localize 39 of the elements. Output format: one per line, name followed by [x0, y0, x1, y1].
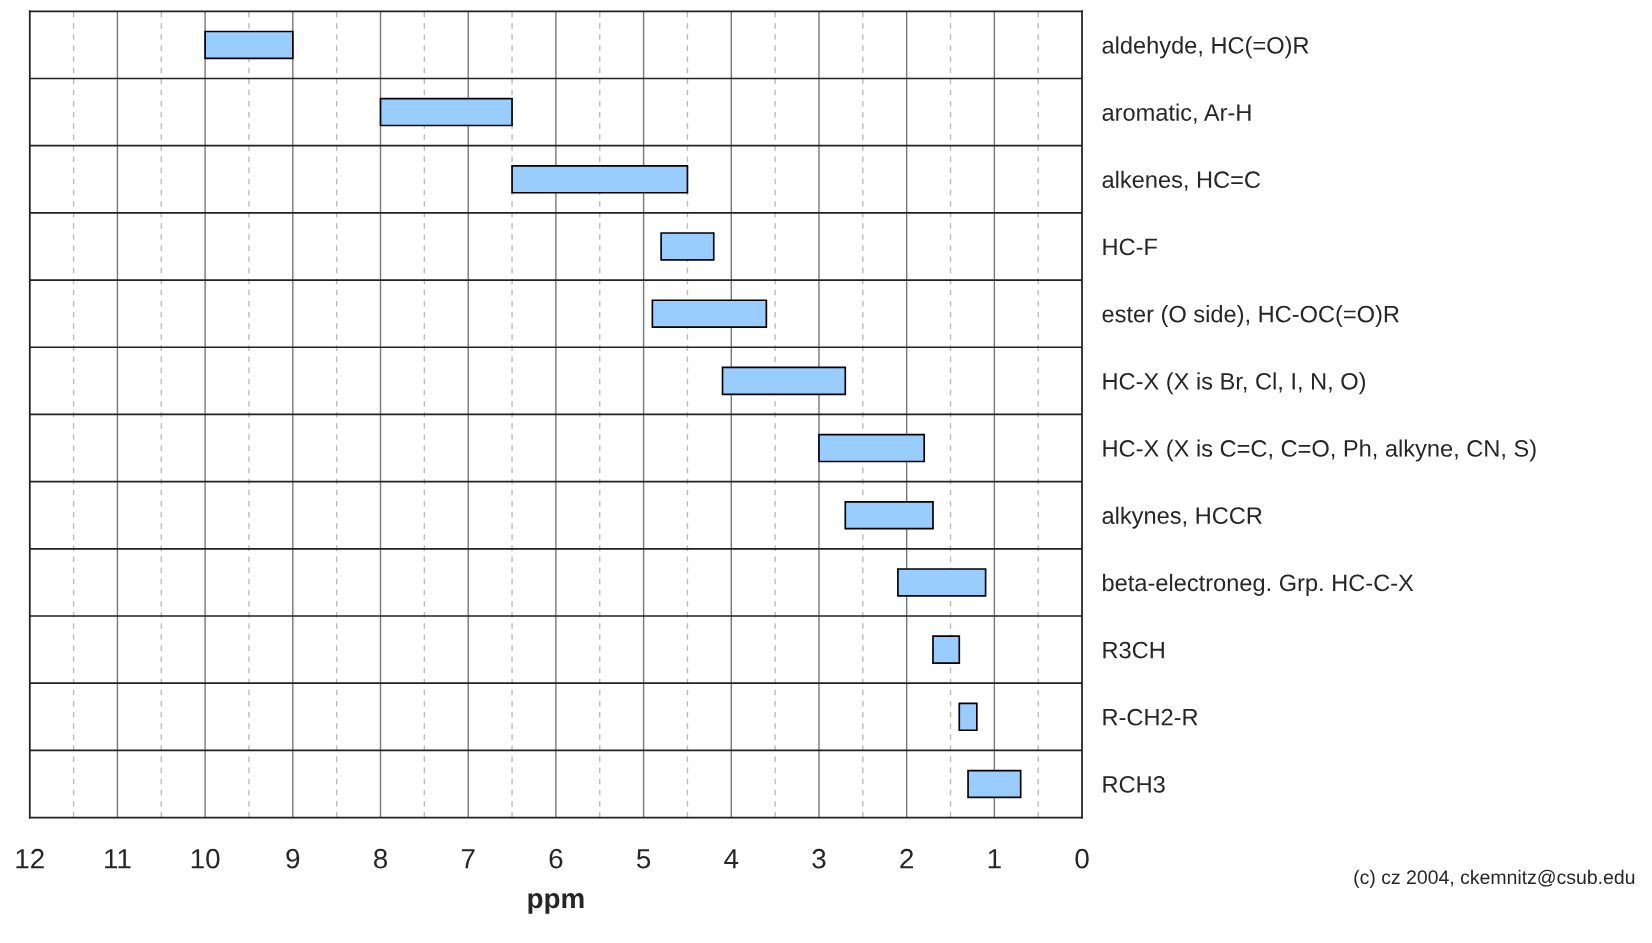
x-tick-label: 12	[16, 848, 44, 869]
y-tick-label: RCH3	[1103, 776, 1165, 793]
x-tick-label: 4	[724, 849, 739, 869]
x-tick-label: 0	[1075, 848, 1089, 869]
y-tick-label: HC-X (X is Br, Cl, I, N, O)	[1103, 372, 1366, 395]
x-tick-label: 7	[461, 849, 475, 869]
y-tick-label: alkenes, HC=C	[1102, 170, 1261, 191]
x-tick-label: 9	[286, 848, 300, 869]
bar	[651, 299, 768, 328]
y-tick-label: aromatic, Ar-H	[1102, 103, 1251, 124]
x-tick-label: 1	[988, 849, 1001, 869]
bar	[844, 500, 934, 530]
y-tick-label: beta-electroneg. Grp. HC-C-X	[1103, 573, 1414, 596]
text: (c) cz 2004, ckemnitz@csub.edu	[1354, 869, 1635, 888]
y-tick-label: R3CH	[1103, 641, 1164, 659]
bar	[818, 433, 926, 463]
y-tick-label: HC-X (X is C=C, C=O, Ph, alkyne, CN, S)	[1103, 439, 1536, 462]
x-tick-label: 11	[105, 849, 131, 869]
x-tick-label: 5	[636, 849, 651, 869]
x-tick-label: 3	[812, 848, 826, 869]
y-tick-label: ester (O side), HC-OC(=O)R	[1102, 305, 1399, 328]
bar	[721, 366, 847, 396]
x-axis-title: ppm	[528, 893, 584, 914]
y-tick-label: R-CH2-R	[1103, 708, 1198, 726]
bar	[204, 30, 294, 60]
bar	[379, 97, 513, 127]
x-tick-label: 2	[900, 848, 913, 869]
bar	[511, 165, 689, 194]
y-tick-label: aldehyde, HC(=O)R	[1102, 36, 1309, 59]
bar	[660, 232, 715, 261]
y-tick-label: alkynes, HCCR	[1102, 506, 1262, 529]
x-tick-label: 6	[549, 848, 563, 869]
bar	[897, 568, 987, 597]
x-tick-label: 8	[373, 848, 388, 869]
bar	[967, 769, 1022, 799]
x-tick-label: 10	[191, 848, 220, 869]
bar	[932, 635, 961, 664]
y-tick-label: HC-F	[1103, 238, 1157, 256]
bar	[958, 702, 978, 732]
